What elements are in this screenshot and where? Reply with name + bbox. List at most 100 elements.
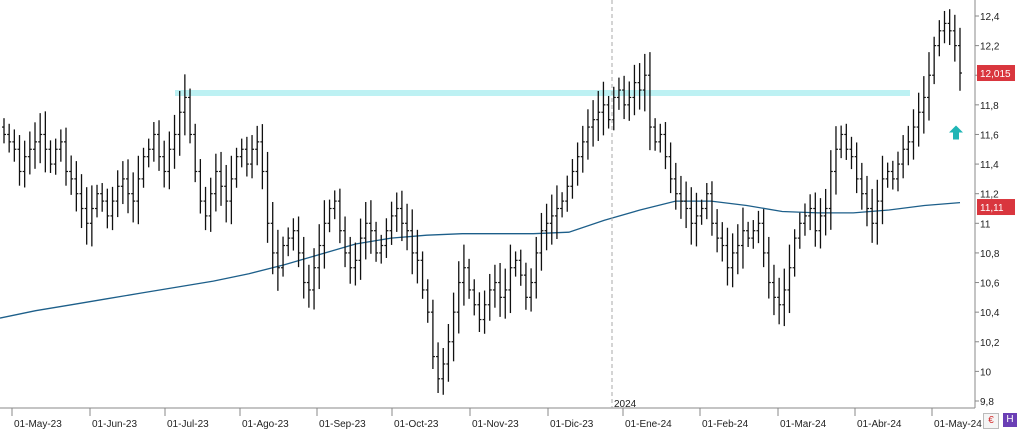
price-bar	[782, 268, 787, 327]
year-marker-label: 2024	[614, 399, 637, 410]
price-bar	[906, 125, 911, 166]
price-bar	[756, 210, 761, 244]
price-bar	[467, 258, 472, 299]
price-bar	[740, 207, 745, 269]
price-bar	[699, 199, 704, 225]
price-bar	[120, 161, 125, 205]
price-bar	[766, 236, 771, 299]
price-bar	[110, 186, 115, 231]
price-bar	[430, 299, 435, 370]
price-bar	[301, 236, 306, 299]
last-price-tag-bg	[977, 65, 1015, 82]
price-bar	[136, 155, 141, 225]
x-tick-label: 01-Ago-23	[242, 419, 289, 430]
price-bar	[802, 203, 807, 236]
price-bar	[813, 192, 818, 247]
price-bar	[446, 324, 451, 382]
price-bar	[126, 159, 131, 214]
price-bar	[43, 111, 48, 173]
price-bar	[151, 122, 156, 162]
price-bar	[808, 194, 813, 231]
price-bar	[911, 109, 916, 160]
price-bar	[704, 183, 709, 220]
chart-settings-button[interactable]: H	[1003, 413, 1017, 427]
price-bar	[498, 262, 503, 317]
price-bar	[420, 251, 425, 299]
price-bar	[632, 64, 637, 116]
price-bar	[410, 209, 415, 275]
price-bar	[854, 142, 859, 194]
price-bar	[306, 264, 311, 308]
price-bar	[890, 160, 895, 190]
x-tick-label: 01-Mar-24	[780, 419, 827, 430]
price-bar	[363, 201, 368, 260]
price-bar	[823, 188, 828, 236]
price-bar	[172, 114, 177, 169]
price-bar	[818, 198, 823, 249]
price-bar	[2, 118, 6, 144]
price-bar	[518, 249, 523, 286]
price-bar	[332, 190, 337, 220]
price-bar	[275, 229, 280, 291]
x-tick-label: 01-Feb-24	[702, 419, 749, 430]
price-bar	[544, 203, 549, 251]
price-bar	[658, 123, 663, 153]
price-bar	[916, 92, 921, 147]
price-bar	[255, 125, 260, 166]
y-tick-label: 11	[980, 219, 991, 230]
price-bar	[947, 9, 952, 46]
price-bar	[952, 14, 957, 62]
price-bar	[735, 224, 740, 275]
price-bar	[839, 125, 844, 159]
x-tick-label: 01-Jul-23	[167, 419, 209, 430]
price-bar	[27, 131, 32, 175]
price-bar	[265, 151, 270, 243]
moving-average-tag-bg	[977, 199, 1015, 216]
price-bar	[601, 81, 606, 136]
price-bar	[689, 187, 694, 245]
price-bar	[663, 122, 668, 170]
y-tick-label: 11,6	[980, 130, 999, 141]
price-bar	[684, 181, 689, 229]
price-bar	[229, 155, 234, 225]
price-bar	[828, 150, 833, 230]
price-bar	[958, 27, 962, 91]
price-bar	[720, 222, 725, 262]
price-bar	[508, 244, 513, 314]
price-bar	[141, 147, 146, 188]
price-bar	[358, 218, 363, 280]
price-bar	[503, 268, 508, 319]
price-bar	[79, 174, 84, 229]
price-bar	[224, 164, 229, 223]
price-bar	[539, 212, 544, 271]
price-bar	[575, 142, 580, 186]
price-bar	[7, 123, 12, 153]
price-bar	[771, 264, 776, 316]
price-bar	[606, 95, 611, 129]
price-bar	[921, 76, 926, 134]
price-bar	[291, 218, 296, 251]
resistance-level-band	[175, 90, 910, 96]
price-bar	[296, 216, 301, 268]
y-tick-label: 10,4	[980, 308, 1000, 319]
price-bar	[74, 161, 79, 212]
price-bar	[751, 220, 756, 249]
price-bar	[162, 140, 167, 188]
price-bar	[870, 188, 875, 243]
price-bar	[415, 229, 420, 284]
price-bar	[219, 151, 224, 206]
price-bar	[286, 227, 291, 257]
y-tick-label: 10,8	[980, 249, 1000, 260]
price-bar	[379, 234, 384, 264]
price-bar	[725, 227, 730, 286]
price-bar	[451, 292, 456, 362]
price-bar	[787, 244, 792, 314]
price-bar	[441, 347, 446, 395]
price-bar	[399, 190, 404, 242]
price-bar	[58, 129, 63, 162]
price-bar	[250, 135, 255, 179]
price-bar	[885, 162, 890, 188]
price-bar	[560, 192, 565, 218]
currency-toggle-button[interactable]: €	[983, 413, 999, 429]
